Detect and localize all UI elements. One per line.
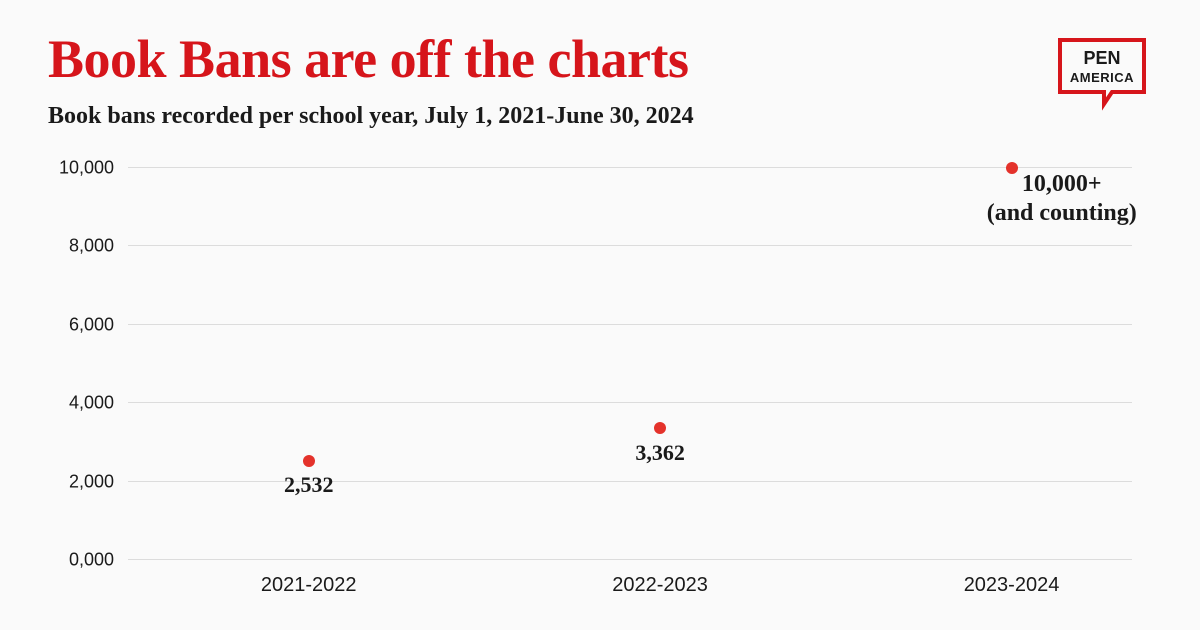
logo-text-top: PEN [1083, 48, 1120, 68]
plot-area: 0,0002,0004,0006,0008,00010,0002021-2022… [128, 168, 1132, 560]
data-point [654, 422, 666, 434]
gridline [128, 481, 1132, 482]
gridline [128, 559, 1132, 560]
y-tick-label: 10,000 [59, 158, 114, 179]
data-point-label: 10,000+(and counting) [987, 170, 1137, 228]
logo-text-bottom: AMERICA [1070, 70, 1134, 85]
chart-area: 0,0002,0004,0006,0008,00010,0002021-2022… [48, 168, 1152, 610]
chart-subtitle: Book bans recorded per school year, July… [48, 103, 1052, 130]
x-tick-label: 2021-2022 [261, 574, 357, 597]
y-tick-label: 6,000 [69, 314, 114, 335]
gridline [128, 167, 1132, 168]
gridline [128, 402, 1132, 403]
chart-title: Book Bans are off the charts [48, 30, 1052, 89]
data-point-label: 2,532 [284, 472, 334, 498]
title-block: Book Bans are off the charts Book bans r… [48, 30, 1052, 130]
y-tick-label: 4,000 [69, 393, 114, 414]
y-tick-label: 2,000 [69, 471, 114, 492]
header: Book Bans are off the charts Book bans r… [48, 30, 1152, 130]
y-tick-label: 8,000 [69, 236, 114, 257]
y-tick-label: 0,000 [69, 550, 114, 571]
data-point-label: 3,362 [635, 440, 685, 466]
x-tick-label: 2022-2023 [612, 574, 708, 597]
gridline [128, 324, 1132, 325]
x-tick-label: 2023-2024 [964, 574, 1060, 597]
pen-america-logo: PEN AMERICA [1052, 34, 1152, 114]
gridline [128, 245, 1132, 246]
data-point [303, 455, 315, 467]
